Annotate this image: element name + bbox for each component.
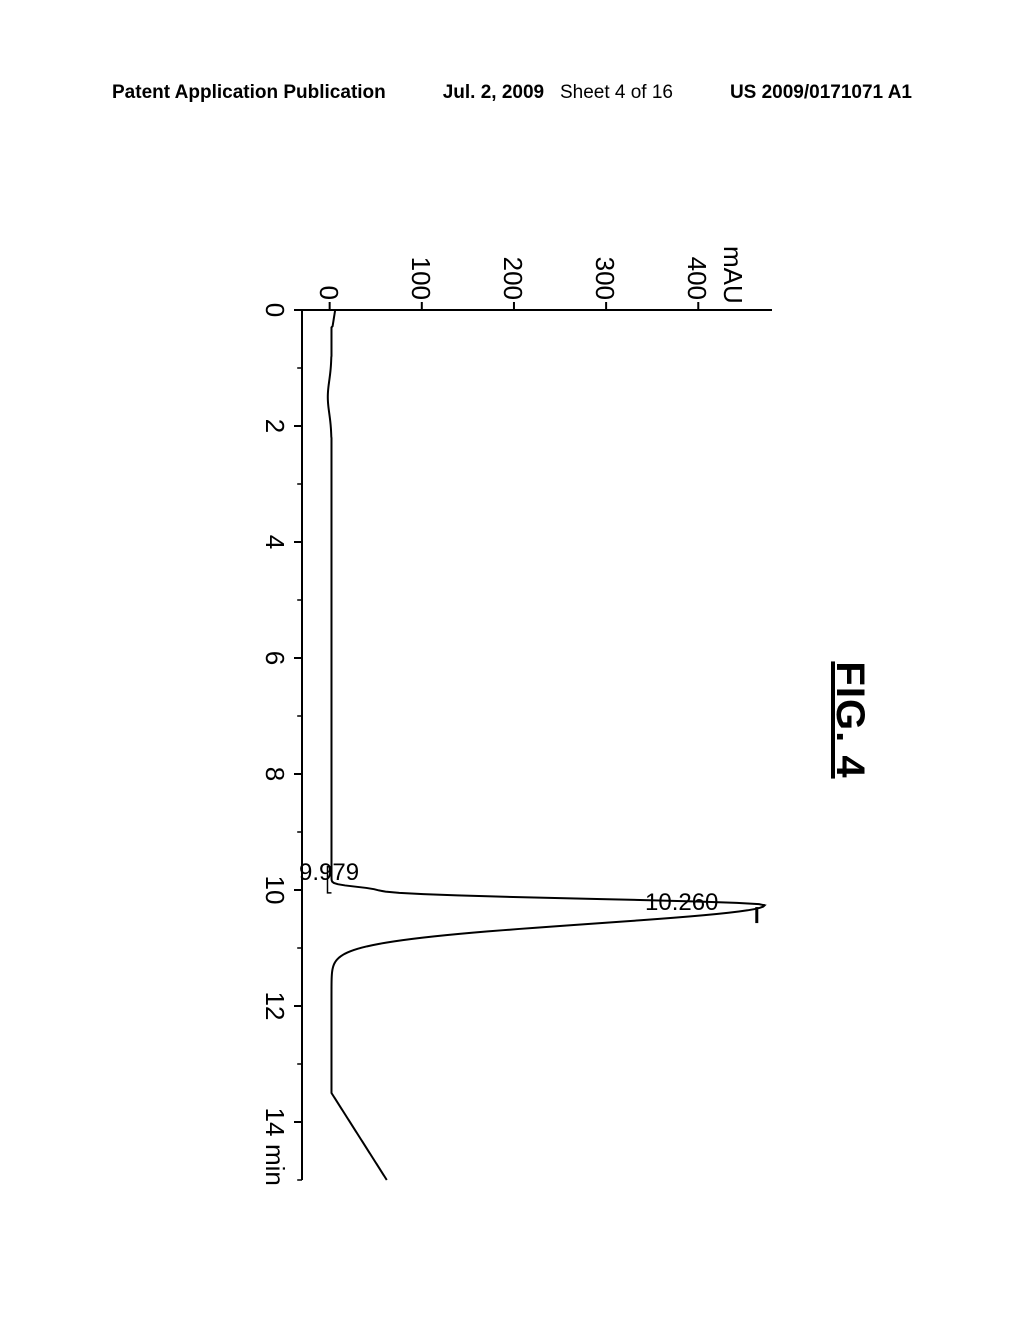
header-sheet: Sheet 4 of 16 — [560, 82, 673, 103]
x-tick-label: 2 — [259, 419, 290, 433]
peak-label: 9.979 — [299, 859, 359, 887]
header-publication: Patent Application Publication — [112, 82, 386, 104]
patent-header: Patent Application Publication Jul. 2, 2… — [112, 82, 912, 104]
y-tick-label: 400 — [681, 240, 712, 300]
header-date: Jul. 2, 2009 — [443, 82, 544, 103]
chromatogram-svg — [202, 240, 782, 1200]
x-tick-label: 4 — [259, 535, 290, 549]
peak-label: 10.260 — [645, 889, 718, 917]
x-tick-label: 14 — [259, 1108, 290, 1137]
x-tick-label: 6 — [259, 651, 290, 665]
y-tick-label: 100 — [405, 240, 436, 300]
chromatogram-chart: 0 100 200 300 400mAU 0 2 4 6 8 10 12 14 min 9.979 10.26… — [202, 240, 782, 1200]
header-date-sheet: Jul. 2, 2009 Sheet 4 of 16 — [443, 82, 673, 104]
x-tick-label: 0 — [259, 303, 290, 317]
figure-stage: FIG. 4 0 100 200 300 400mAU 0 2 4 6 8 10 12 14 min 9.9… — [142, 180, 882, 1260]
y-tick-label: 0 — [313, 240, 344, 300]
y-tick-label: 300 — [589, 240, 620, 300]
x-tick-label: 10 — [259, 876, 290, 905]
y-axis-unit: mAU — [717, 246, 748, 304]
x-tick-label: 12 — [259, 992, 290, 1021]
y-tick-label: 200 — [497, 240, 528, 300]
header-docket: US 2009/0171071 A1 — [730, 82, 912, 104]
x-tick-label: 8 — [259, 767, 290, 781]
figure-title: FIG. 4 — [827, 661, 872, 778]
x-axis-unit: min — [259, 1144, 290, 1186]
